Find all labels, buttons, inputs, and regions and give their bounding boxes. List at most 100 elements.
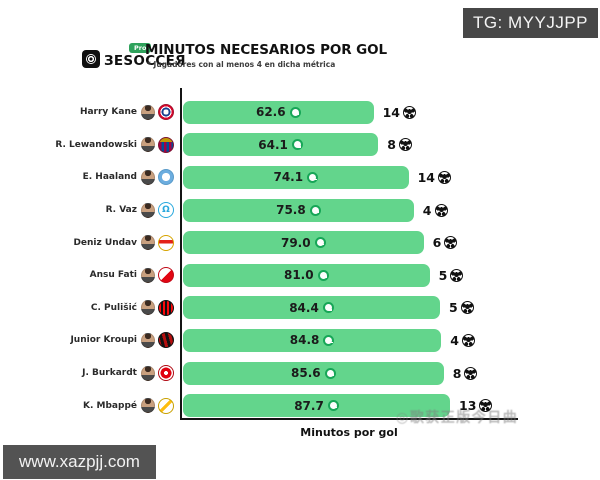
soccer-ball-icon xyxy=(444,236,458,250)
player-photo-icon xyxy=(141,365,155,381)
soccer-ball-icon xyxy=(479,399,493,413)
minutes-value: 87.7 xyxy=(294,398,324,413)
x-axis-label: Minutos por gol xyxy=(300,426,398,439)
clock-icon xyxy=(307,171,319,183)
tg-watermark-text: TG: MYYJJPP xyxy=(472,13,589,32)
player-name: Harry Kane xyxy=(79,107,137,118)
chart-title: MINUTOS NECESARIOS POR GOL xyxy=(145,42,387,58)
chart-subtitle: * Jugadores con al menos 4 en dicha métr… xyxy=(147,60,336,69)
goals-value: 4 xyxy=(422,202,432,218)
minutes-value: 84.8 xyxy=(289,333,320,348)
ac-milan-badge xyxy=(158,299,174,316)
bayern-munich-badge xyxy=(158,104,174,121)
player-photo-icon xyxy=(141,332,155,348)
real-madrid-badge xyxy=(158,397,174,414)
chart-rows: Harry Kane 62.6 14 R. Lewandowski 64.1 8… xyxy=(0,96,600,422)
goals-value: 4 xyxy=(450,332,459,348)
player-row: C. Pulišić 84.4 5 xyxy=(0,292,600,325)
player-row: K. Mbappé 87.7 13 xyxy=(0,389,600,422)
goals-value: 13 xyxy=(459,398,477,414)
minutes-bar: 84.4 xyxy=(183,296,440,320)
goals-group: 13 xyxy=(459,398,493,414)
player-row: R. Lewandowski 64.1 8 xyxy=(0,129,600,162)
minutes-bar: 81.0 xyxy=(183,263,430,287)
goals-group: 5 xyxy=(439,268,464,283)
minutes-bar: 87.7 xyxy=(183,394,450,418)
soccer-ball-icon xyxy=(398,138,412,152)
clock-icon xyxy=(289,106,301,118)
player-photo-icon xyxy=(141,104,155,120)
soccer-ball-icon xyxy=(438,170,451,184)
minutes-value: 62.6 xyxy=(255,105,286,120)
goals-group: 8 xyxy=(453,366,478,381)
goals-value: 14 xyxy=(382,104,400,120)
fc-barcelona-badge xyxy=(158,136,174,153)
minutes-value: 81.0 xyxy=(283,268,314,283)
tg-watermark: TG: MYYJJPP xyxy=(463,8,598,38)
player-name: Junior Kroupi xyxy=(70,335,137,346)
as-monaco-badge xyxy=(158,267,174,284)
goals-group: 14 xyxy=(383,105,416,120)
minutes-bar: 84.8 xyxy=(183,328,442,352)
player-row: Junior Kroupi 84.8 4 xyxy=(0,324,600,357)
player-row: R. Vaz Ω 75.8 4 xyxy=(0,194,600,227)
goals-group: 4 xyxy=(423,203,448,218)
player-row: Deniz Undav 79.0 6 xyxy=(0,226,600,259)
clock-icon xyxy=(309,204,321,216)
bournemouth-badge xyxy=(158,332,174,349)
x-axis-line xyxy=(180,418,518,420)
olympique-marseille-badge: Ω xyxy=(158,202,174,219)
player-photo-icon xyxy=(141,169,155,185)
player-name: R. Lewandowski xyxy=(55,139,137,150)
minutes-value: 74.1 xyxy=(273,170,304,185)
soccer-ball-icon xyxy=(434,203,448,217)
besoccer-brand-text: ЗESOCCEЯ xyxy=(104,52,186,69)
goals-value: 8 xyxy=(452,365,462,381)
clock-icon xyxy=(314,237,326,249)
goals-group: 8 xyxy=(387,137,412,152)
clock-icon xyxy=(327,400,339,412)
pro-badge: Pro xyxy=(129,43,152,53)
site-url-watermark: www.xazpjj.com xyxy=(3,445,156,479)
vfb-stuttgart-badge xyxy=(158,234,174,251)
player-row: E. Haaland 74.1 14 xyxy=(0,161,600,194)
besoccer-logo-icon xyxy=(82,50,100,68)
site-url-text: www.xazpjj.com xyxy=(19,452,140,471)
minutes-value: 84.4 xyxy=(289,300,319,315)
player-photo-icon xyxy=(141,300,155,316)
player-name: Ansu Fati xyxy=(89,270,137,281)
clock-icon xyxy=(317,269,329,281)
goals-value: 14 xyxy=(417,169,435,185)
eintracht-frankfurt-badge xyxy=(158,365,174,382)
goals-group: 14 xyxy=(418,170,451,185)
minutes-value: 75.8 xyxy=(276,203,306,218)
clock-icon xyxy=(322,302,334,314)
minutes-value: 64.1 xyxy=(258,137,288,152)
player-photo-icon xyxy=(141,137,155,153)
goals-value: 8 xyxy=(387,137,396,153)
player-name: J. Burkardt xyxy=(82,368,137,379)
soccer-ball-icon xyxy=(450,268,464,282)
goals-group: 5 xyxy=(449,300,474,315)
minutes-bar: 62.6 xyxy=(183,100,374,124)
goals-value: 6 xyxy=(432,235,442,251)
clock-icon xyxy=(324,367,336,379)
minutes-bar: 74.1 xyxy=(183,165,409,189)
soccer-ball-icon xyxy=(464,366,478,380)
cn-watermark-text: ◎歌获正版今日曲 xyxy=(396,410,519,426)
player-name: C. Pulišić xyxy=(90,302,137,313)
minutes-bar: 79.0 xyxy=(183,231,424,255)
soccer-ball-icon xyxy=(460,301,474,315)
player-photo-icon xyxy=(141,267,155,283)
minutes-bar: 85.6 xyxy=(183,361,444,385)
goals-value: 5 xyxy=(449,300,458,316)
goals-value: 5 xyxy=(438,267,448,283)
player-name: E. Haaland xyxy=(82,172,137,183)
player-row: Harry Kane 62.6 14 xyxy=(0,96,600,129)
minutes-bar: 75.8 xyxy=(183,198,414,222)
manchester-city-badge xyxy=(158,169,174,186)
player-photo-icon xyxy=(141,202,155,218)
goals-group: 6 xyxy=(433,235,458,250)
player-row: J. Burkardt 85.6 8 xyxy=(0,357,600,390)
